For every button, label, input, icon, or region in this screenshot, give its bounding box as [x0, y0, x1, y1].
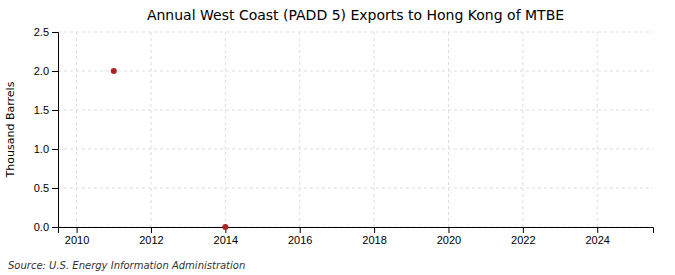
grid-line-x	[150, 32, 151, 227]
grid-line-y	[58, 188, 653, 189]
x-axis: 2010 2012 2014 2016 2018 2020 2022 2024	[59, 227, 654, 246]
tick: 2010	[65, 227, 89, 246]
y-axis-title: Thousand Barrels	[4, 81, 17, 178]
tick: 2022	[511, 227, 535, 246]
grid	[58, 32, 653, 227]
tick-label: 2.5	[34, 26, 49, 38]
tick-label: 2014	[214, 234, 238, 246]
grid-line-x	[448, 32, 449, 227]
tick-mark	[52, 71, 58, 72]
tick-mark	[523, 227, 524, 233]
tick-label: 2012	[139, 234, 163, 246]
chart: 2010 2012 2014 2016 2018 2020 2022 2024 0.0 0.5 1.…	[0, 0, 675, 275]
tick-label: 0.5	[34, 182, 49, 194]
tick-label: 1.0	[34, 143, 49, 155]
tick: 2.5	[34, 26, 58, 38]
tick: 1.0	[34, 143, 58, 155]
title: Annual West Coast (PADD 5) Exports to Ho…	[147, 7, 564, 23]
tick-mark	[52, 227, 58, 228]
axis-line	[59, 228, 654, 234]
tick-label: 2020	[437, 234, 461, 246]
tick: 2.0	[34, 65, 58, 77]
tick-label: 2022	[511, 234, 535, 246]
grid-line-y	[58, 149, 653, 150]
plot: 2010 2012 2014 2016 2018 2020 2022 2024 0.0 0.5 1.…	[34, 26, 654, 246]
grid-line-y	[58, 32, 653, 33]
y-axis: 0.0 0.5 1.0 1.5 2.0 2.5	[34, 26, 59, 233]
tick-label: 2.0	[34, 65, 49, 77]
marks	[111, 68, 229, 230]
grid-line-y	[58, 71, 653, 72]
tick-mark	[374, 227, 375, 233]
tick-mark	[300, 227, 301, 233]
tick-label: 1.5	[34, 104, 49, 116]
tick: 2024	[585, 227, 609, 246]
chart-container: 2010 2012 2014 2016 2018 2020 2022 2024 0.0 0.5 1.…	[0, 0, 675, 275]
tick-mark	[52, 188, 58, 189]
tick-mark	[151, 227, 152, 233]
tick-mark	[52, 110, 58, 111]
tick: 1.5	[34, 104, 58, 116]
point	[111, 68, 117, 74]
tick-mark	[448, 227, 449, 233]
grid-line-y	[58, 110, 653, 111]
grid-line-x	[76, 32, 77, 227]
tick-label: 2018	[362, 234, 386, 246]
grid-line-x	[522, 32, 523, 227]
tick-mark	[77, 227, 78, 233]
tick-mark	[52, 32, 58, 33]
tick-label: 2010	[65, 234, 89, 246]
point	[222, 224, 228, 230]
grid-line-x	[299, 32, 300, 227]
grid-line-x	[597, 32, 598, 227]
annotation: Source: U.S. Energy Information Administ…	[8, 260, 245, 271]
tick: 2018	[362, 227, 386, 246]
tick: 2012	[139, 227, 163, 246]
tick-label: 0.0	[34, 221, 49, 233]
tick: 2016	[288, 227, 312, 246]
grid-line-x	[374, 32, 375, 227]
tick: 2020	[437, 227, 461, 246]
tick: 0.5	[34, 182, 58, 194]
tick-label: 2016	[288, 234, 312, 246]
tick-mark	[52, 149, 58, 150]
grid-line-x	[225, 32, 226, 227]
tick: 0.0	[34, 221, 58, 233]
tick-mark	[597, 227, 598, 233]
axis-line	[52, 33, 59, 228]
tick-label: 2024	[585, 234, 609, 246]
